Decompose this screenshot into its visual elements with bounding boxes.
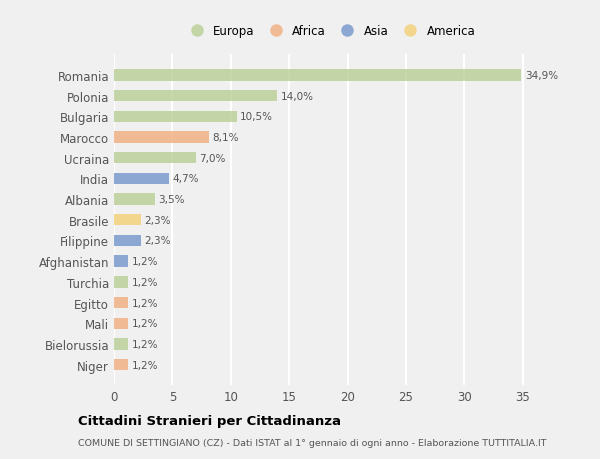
Text: 4,7%: 4,7%: [172, 174, 199, 184]
Bar: [114, 235, 141, 246]
Bar: [114, 277, 128, 288]
Text: 1,2%: 1,2%: [131, 319, 158, 329]
Text: 34,9%: 34,9%: [525, 71, 558, 81]
Bar: [114, 174, 169, 185]
Text: 1,2%: 1,2%: [131, 257, 158, 267]
Bar: [114, 153, 196, 164]
Bar: [114, 132, 209, 143]
Text: COMUNE DI SETTINGIANO (CZ) - Dati ISTAT al 1° gennaio di ogni anno - Elaborazion: COMUNE DI SETTINGIANO (CZ) - Dati ISTAT …: [78, 438, 547, 447]
Text: 2,3%: 2,3%: [145, 215, 171, 225]
Text: 1,2%: 1,2%: [131, 339, 158, 349]
Bar: [114, 194, 155, 205]
Text: 2,3%: 2,3%: [145, 236, 171, 246]
Text: 3,5%: 3,5%: [158, 195, 185, 205]
Bar: [114, 70, 521, 81]
Bar: [114, 91, 277, 102]
Legend: Europa, Africa, Asia, America: Europa, Africa, Asia, America: [181, 21, 479, 41]
Bar: [114, 256, 128, 267]
Text: 10,5%: 10,5%: [240, 112, 273, 122]
Bar: [114, 215, 141, 226]
Bar: [114, 297, 128, 308]
Text: 1,2%: 1,2%: [131, 360, 158, 370]
Bar: [114, 359, 128, 370]
Bar: [114, 318, 128, 329]
Text: 7,0%: 7,0%: [199, 153, 226, 163]
Text: Cittadini Stranieri per Cittadinanza: Cittadini Stranieri per Cittadinanza: [78, 414, 341, 428]
Text: 8,1%: 8,1%: [212, 133, 239, 143]
Bar: [114, 112, 236, 123]
Bar: [114, 339, 128, 350]
Text: 1,2%: 1,2%: [131, 298, 158, 308]
Text: 14,0%: 14,0%: [281, 91, 314, 101]
Text: 1,2%: 1,2%: [131, 277, 158, 287]
